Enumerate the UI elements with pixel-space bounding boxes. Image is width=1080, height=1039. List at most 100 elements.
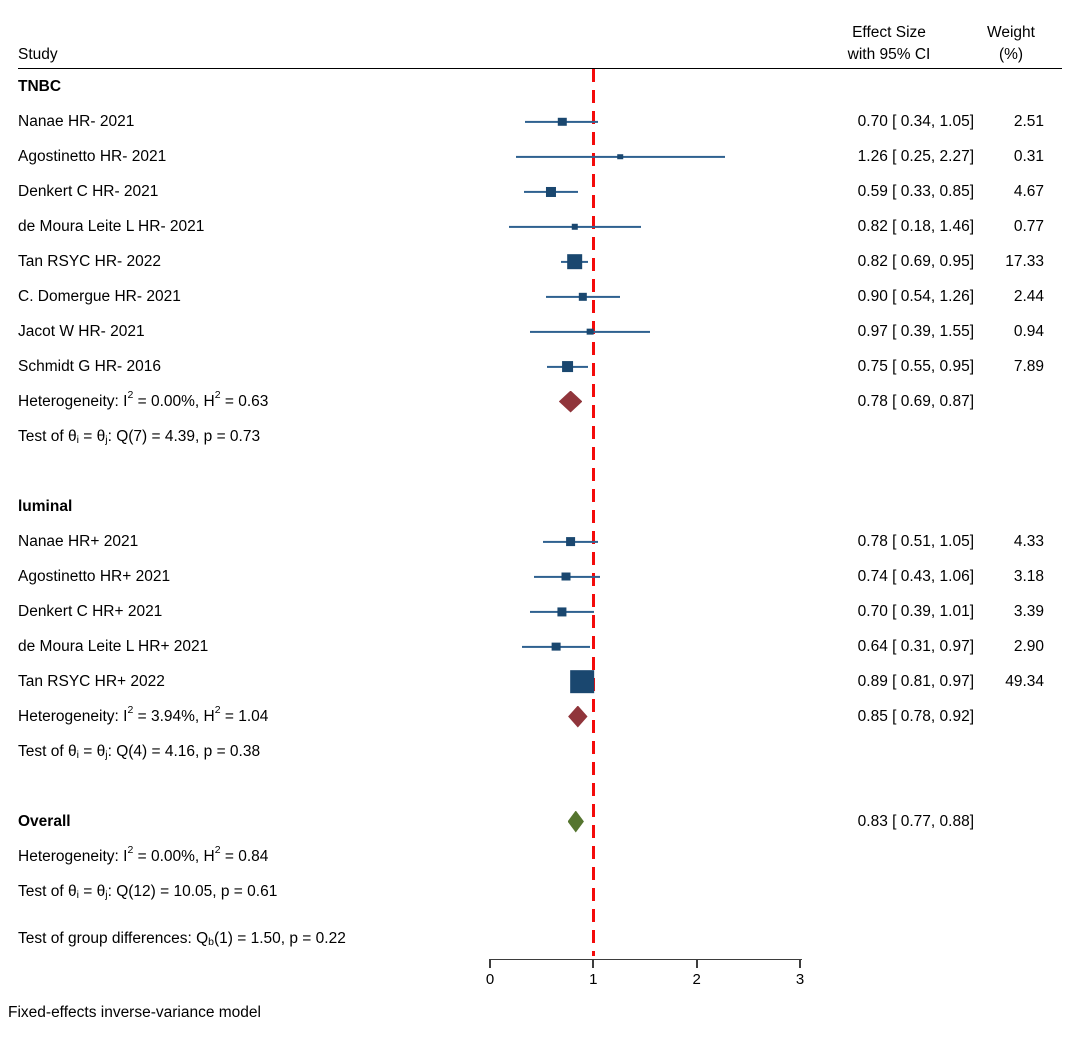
effect-square (571, 223, 578, 230)
plot-cell (490, 419, 800, 454)
weight-value: 2.90 (1013, 637, 1044, 655)
study-row: Tan RSYC HR+ 2022 0.89 [ 0.81, 0.97] 49.34 (0, 664, 1080, 699)
row-label: Test of group differences: Qb(1) = 1.50,… (18, 929, 346, 948)
group-row: TNBC (0, 69, 1080, 104)
plot-cell (490, 804, 800, 839)
study-row: de Moura Leite L HR- 2021 0.82 [ 0.18, 1.… (0, 209, 1080, 244)
row-label: Jacot W HR- 2021 (18, 322, 145, 340)
row-label: Schmidt G HR- 2016 (18, 357, 161, 375)
group-row: luminal (0, 489, 1080, 524)
plot-cell (490, 349, 800, 384)
effect-ci-value: 0.75 [ 0.55, 0.95] (857, 357, 974, 375)
effect-ci-value: 0.74 [ 0.43, 1.06] (857, 567, 974, 585)
x-tick-label: 3 (795, 971, 805, 988)
effect-size-column-header: Effect Size with 95% CI (800, 22, 978, 68)
row-label: Test of θi = θj: Q(12) = 10.05, p = 0.61 (18, 882, 278, 901)
effect-ci-value: 0.70 [ 0.39, 1.01] (857, 602, 974, 620)
effect-ci-value: 1.26 [ 0.25, 2.27] (857, 147, 974, 165)
summary-diamond (568, 705, 588, 728)
plot-cell (490, 874, 800, 909)
row-label: Agostinetto HR- 2021 (18, 147, 167, 165)
row-label: Heterogeneity: I2 = 3.94%, H2 = 1.04 (18, 704, 269, 725)
effect-square (558, 117, 567, 126)
weight-value: 49.34 (1005, 672, 1044, 690)
weight-value: 3.39 (1013, 602, 1044, 620)
study-row: Nanae HR+ 2021 0.78 [ 0.51, 1.05] 4.33 (0, 524, 1080, 559)
plot-rows: TNBC Nanae HR- 2021 0.70 [ 0.34, 1.05] 2.51… (0, 69, 1080, 956)
study-row: Tan RSYC HR- 2022 0.82 [ 0.69, 0.95] 17.33 (0, 244, 1080, 279)
row-label: Test of θi = θj: Q(7) = 4.39, p = 0.73 (18, 427, 261, 446)
row-label: Tan RSYC HR+ 2022 (18, 672, 165, 690)
row-label: Agostinetto HR+ 2021 (18, 567, 171, 585)
effect-ci-value: 0.97 [ 0.39, 1.55] (857, 322, 974, 340)
plot-cell (490, 384, 800, 419)
plot-cell (490, 489, 800, 524)
plot-cell (490, 839, 800, 874)
plot-cell (490, 209, 800, 244)
row-label: Overall (18, 812, 71, 830)
row-label: TNBC (18, 77, 62, 95)
plot-cell (490, 664, 800, 699)
effect-ci-value: 0.82 [ 0.18, 1.46] (857, 217, 974, 235)
effect-square (557, 606, 567, 617)
effect-square (565, 536, 576, 547)
plot-cell (490, 629, 800, 664)
effect-ci-value: 0.70 [ 0.34, 1.05] (857, 112, 974, 130)
effect-square (570, 669, 594, 694)
effect-ci-value: 0.85 [ 0.78, 0.92] (857, 707, 974, 725)
row-label: Tan RSYC HR- 2022 (18, 252, 162, 270)
study-row: Schmidt G HR- 2016 0.75 [ 0.55, 0.95] 7.89 (0, 349, 1080, 384)
x-tick (799, 959, 801, 968)
study-row: C. Domergue HR- 2021 0.90 [ 0.54, 1.26] 2.… (0, 279, 1080, 314)
row-label: Test of θi = θj: Q(4) = 4.16, p = 0.38 (18, 742, 261, 761)
effect-size-header-line2: with 95% CI (847, 46, 931, 63)
effect-ci-value: 0.90 [ 0.54, 1.26] (857, 287, 974, 305)
plot-cell (490, 699, 800, 734)
row-label: de Moura Leite L HR- 2021 (18, 217, 205, 235)
weight-value: 4.33 (1013, 532, 1044, 550)
x-axis-line (490, 959, 802, 960)
x-tick (592, 959, 595, 968)
x-tick-label: 0 (485, 971, 495, 988)
row-label: luminal (18, 497, 73, 515)
study-row: de Moura Leite L HR+ 2021 0.64 [ 0.31, 0.… (0, 629, 1080, 664)
reference-line (592, 69, 595, 956)
text-row: Test of θi = θj: Q(4) = 4.16, p = 0.38 (0, 734, 1080, 769)
plot-cell (490, 244, 800, 279)
study-row: Jacot W HR- 2021 0.97 [ 0.39, 1.55] 0.94 (0, 314, 1080, 349)
row-label: Nanae HR- 2021 (18, 112, 135, 130)
effect-ci-value: 0.89 [ 0.81, 0.97] (857, 672, 974, 690)
plot-cell (490, 139, 800, 174)
study-row: Denkert C HR+ 2021 0.70 [ 0.39, 1.01] 3.39 (0, 594, 1080, 629)
effect-square (545, 186, 556, 197)
row-label: Nanae HR+ 2021 (18, 532, 139, 550)
effect-square (566, 253, 583, 270)
summary-row: Heterogeneity: I2 = 0.00%, H2 = 0.63 0.78… (0, 384, 1080, 419)
x-axis: 0 1 2 3 (0, 956, 1080, 1000)
x-tick-label: 1 (589, 971, 598, 988)
weight-value: 0.31 (1013, 147, 1044, 165)
plot-cell (490, 279, 800, 314)
summary-diamond (558, 390, 583, 413)
text-row: Test of θi = θj: Q(12) = 10.05, p = 0.61 (0, 874, 1080, 909)
row-label: de Moura Leite L HR+ 2021 (18, 637, 209, 655)
x-tick (695, 959, 698, 968)
weight-value: 4.67 (1013, 182, 1044, 200)
weight-value: 2.44 (1013, 287, 1044, 305)
effect-square (578, 292, 588, 301)
plot-cell (490, 524, 800, 559)
text-row: Test of group differences: Qb(1) = 1.50,… (0, 921, 1080, 956)
effect-ci-value: 0.64 [ 0.31, 0.97] (857, 637, 974, 655)
effect-ci-value: 0.59 [ 0.33, 0.85] (857, 182, 974, 200)
summary-row: Heterogeneity: I2 = 3.94%, H2 = 1.04 0.85… (0, 699, 1080, 734)
table-header: Study Effect Size with 95% CI Weight (%) (0, 0, 1080, 68)
row-label: Heterogeneity: I2 = 0.00%, H2 = 0.63 (18, 389, 269, 410)
x-tick (489, 959, 491, 968)
spacer-row (0, 909, 1080, 921)
text-row: Test of θi = θj: Q(7) = 4.39, p = 0.73 (0, 419, 1080, 454)
weight-value: 0.94 (1013, 322, 1044, 340)
weight-header-line2: (%) (998, 46, 1024, 63)
effect-size-header-line1: Effect Size (852, 24, 926, 41)
weight-column-header: Weight (%) (978, 22, 1044, 68)
overall-row: Overall 0.83 [ 0.77, 0.88] (0, 804, 1080, 839)
